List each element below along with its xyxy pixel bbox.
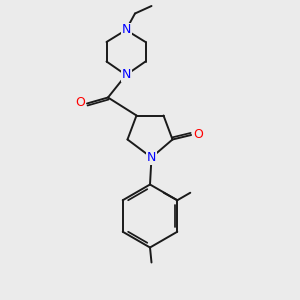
Text: O: O [76,95,85,109]
Text: N: N [122,23,131,36]
Text: N: N [147,151,156,164]
Text: N: N [122,68,131,81]
Text: O: O [193,128,202,141]
